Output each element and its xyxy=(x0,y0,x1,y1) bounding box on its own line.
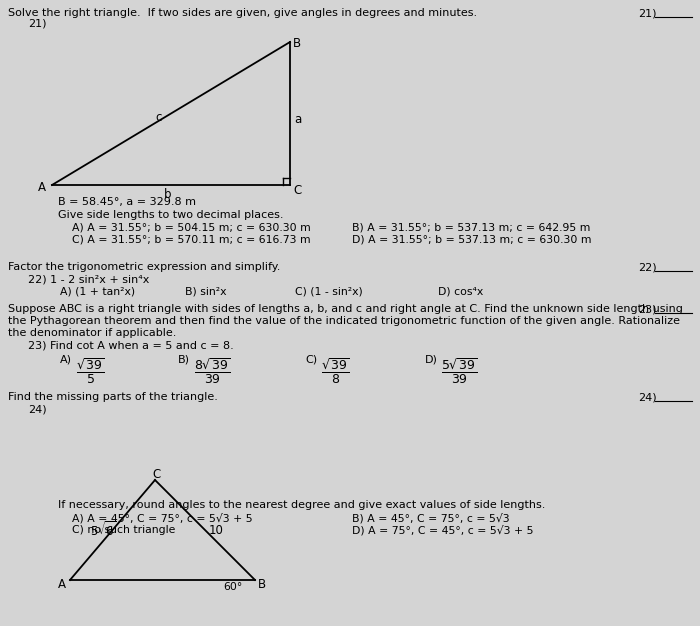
Text: B): B) xyxy=(178,354,190,364)
Text: B = 58.45°, a = 329.8 m: B = 58.45°, a = 329.8 m xyxy=(58,197,196,207)
Text: 21): 21) xyxy=(638,8,657,18)
Text: Give side lengths to two decimal places.: Give side lengths to two decimal places. xyxy=(58,210,284,220)
Text: b: b xyxy=(164,188,172,201)
Text: C): C) xyxy=(305,354,317,364)
Text: $\dfrac{5\sqrt{39}}{39}$: $\dfrac{5\sqrt{39}}{39}$ xyxy=(441,356,478,386)
Text: B) sin²x: B) sin²x xyxy=(185,287,227,297)
Text: the denominator if applicable.: the denominator if applicable. xyxy=(8,328,176,338)
Text: A) (1 + tan²x): A) (1 + tan²x) xyxy=(60,287,135,297)
Text: D): D) xyxy=(425,354,438,364)
Text: $\dfrac{8\sqrt{39}}{39}$: $\dfrac{8\sqrt{39}}{39}$ xyxy=(194,356,231,386)
Text: $\dfrac{\sqrt{39}}{5}$: $\dfrac{\sqrt{39}}{5}$ xyxy=(76,356,105,386)
Text: $\dfrac{\sqrt{39}}{8}$: $\dfrac{\sqrt{39}}{8}$ xyxy=(321,356,350,386)
Text: C) (1 - sin²x): C) (1 - sin²x) xyxy=(295,287,363,297)
Text: 21): 21) xyxy=(28,19,46,29)
Text: A: A xyxy=(58,578,66,591)
Text: A: A xyxy=(38,181,46,194)
Text: A): A) xyxy=(60,354,72,364)
Text: Find the missing parts of the triangle.: Find the missing parts of the triangle. xyxy=(8,392,218,402)
Text: Factor the trigonometric expression and simplify.: Factor the trigonometric expression and … xyxy=(8,262,281,272)
Text: C: C xyxy=(293,184,301,197)
Text: $5\sqrt{6}$: $5\sqrt{6}$ xyxy=(90,521,117,540)
Text: B: B xyxy=(293,37,301,50)
Text: C: C xyxy=(152,468,160,481)
Text: 24): 24) xyxy=(28,404,47,414)
Text: A) A = 45°, C = 75°, c = 5√3 + 5: A) A = 45°, C = 75°, c = 5√3 + 5 xyxy=(72,513,253,523)
Text: 22) 1 - 2 sin²x + sin⁴x: 22) 1 - 2 sin²x + sin⁴x xyxy=(28,274,149,284)
Text: Solve the right triangle.  If two sides are given, give angles in degrees and mi: Solve the right triangle. If two sides a… xyxy=(8,8,477,18)
Text: D) cos⁴x: D) cos⁴x xyxy=(438,287,483,297)
Text: 10: 10 xyxy=(209,523,224,536)
Text: B) A = 45°, C = 75°, c = 5√3: B) A = 45°, C = 75°, c = 5√3 xyxy=(352,513,510,523)
Text: A) A = 31.55°; b = 504.15 m; c = 630.30 m: A) A = 31.55°; b = 504.15 m; c = 630.30 … xyxy=(72,223,311,233)
Text: B) A = 31.55°; b = 537.13 m; c = 642.95 m: B) A = 31.55°; b = 537.13 m; c = 642.95 … xyxy=(352,223,590,233)
Text: 23) Find cot A when a = 5 and c = 8.: 23) Find cot A when a = 5 and c = 8. xyxy=(28,340,234,350)
Text: c: c xyxy=(155,111,162,124)
Text: C) A = 31.55°; b = 570.11 m; c = 616.73 m: C) A = 31.55°; b = 570.11 m; c = 616.73 … xyxy=(72,235,311,245)
Text: If necessary, round angles to the nearest degree and give exact values of side l: If necessary, round angles to the neares… xyxy=(58,500,545,510)
Text: 22): 22) xyxy=(638,262,657,272)
Text: 60°: 60° xyxy=(223,582,242,592)
Text: Suppose ABC is a right triangle with sides of lengths a, b, and c and right angl: Suppose ABC is a right triangle with sid… xyxy=(8,304,683,314)
Text: C) no such triangle: C) no such triangle xyxy=(72,525,176,535)
Text: D) A = 75°, C = 45°, c = 5√3 + 5: D) A = 75°, C = 45°, c = 5√3 + 5 xyxy=(352,525,533,535)
Text: B: B xyxy=(258,578,266,591)
Text: 23): 23) xyxy=(638,304,657,314)
Text: 24): 24) xyxy=(638,392,657,402)
Text: D) A = 31.55°; b = 537.13 m; c = 630.30 m: D) A = 31.55°; b = 537.13 m; c = 630.30 … xyxy=(352,235,592,245)
Text: a: a xyxy=(294,113,301,126)
Text: the Pythagorean theorem and then find the value of the indicated trigonometric f: the Pythagorean theorem and then find th… xyxy=(8,316,680,326)
